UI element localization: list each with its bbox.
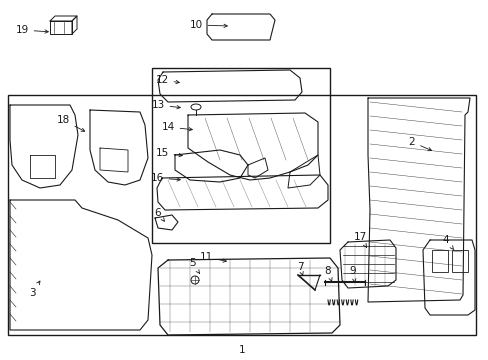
Bar xyxy=(431,250,447,272)
Text: 5: 5 xyxy=(188,258,199,273)
Text: 17: 17 xyxy=(353,232,366,247)
Text: 3: 3 xyxy=(29,281,40,298)
Text: 11: 11 xyxy=(199,252,226,262)
Text: 19: 19 xyxy=(15,25,48,35)
Text: 12: 12 xyxy=(155,75,179,85)
Bar xyxy=(152,68,329,243)
Text: 2: 2 xyxy=(408,137,431,151)
Bar xyxy=(451,250,467,272)
Text: 4: 4 xyxy=(442,235,453,250)
Text: 13: 13 xyxy=(151,100,180,110)
Text: 14: 14 xyxy=(161,122,192,132)
Text: 16: 16 xyxy=(150,173,180,183)
Text: 7: 7 xyxy=(296,262,303,275)
Text: 10: 10 xyxy=(189,20,227,30)
Text: 8: 8 xyxy=(324,266,331,282)
Text: 6: 6 xyxy=(154,208,164,221)
Text: 9: 9 xyxy=(349,266,356,282)
Text: 18: 18 xyxy=(56,115,84,131)
Bar xyxy=(8,95,475,335)
Text: 15: 15 xyxy=(155,148,182,158)
Text: 1: 1 xyxy=(238,345,245,355)
